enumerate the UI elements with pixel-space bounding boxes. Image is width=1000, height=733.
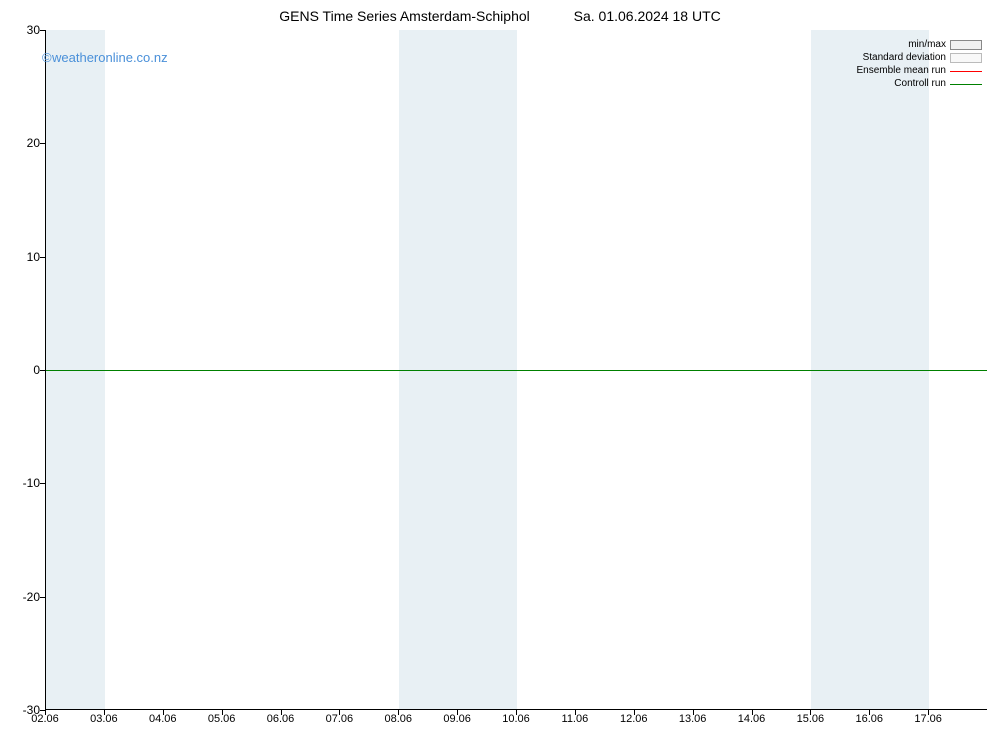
x-tick-mark (163, 710, 164, 715)
x-tick-mark (693, 710, 694, 715)
y-tick-mark (40, 143, 45, 144)
legend-label: min/max (908, 39, 946, 50)
x-tick-mark (222, 710, 223, 715)
legend-item: Controll run (857, 77, 983, 90)
x-tick-mark (457, 710, 458, 715)
x-tick-mark (516, 710, 517, 715)
chart-title-row: GENS Time Series Amsterdam-Schiphol Sa. … (0, 8, 1000, 24)
x-tick-mark (810, 710, 811, 715)
y-tick-mark (40, 370, 45, 371)
x-tick-mark (45, 710, 46, 715)
y-tick-label: -10 (23, 476, 40, 490)
x-tick-mark (104, 710, 105, 715)
y-tick-mark (40, 257, 45, 258)
legend-item: min/max (857, 38, 983, 51)
legend-item: Standard deviation (857, 51, 983, 64)
series-line (46, 370, 987, 371)
y-tick-label: 20 (27, 136, 40, 150)
plot-area (45, 30, 987, 710)
legend-label: Controll run (894, 78, 946, 89)
x-tick-mark (869, 710, 870, 715)
legend-sample (950, 66, 982, 76)
x-tick-mark (634, 710, 635, 715)
x-tick-mark (281, 710, 282, 715)
x-tick-mark (575, 710, 576, 715)
x-tick-mark (928, 710, 929, 715)
legend-sample (950, 79, 982, 89)
chart-title-right: Sa. 01.06.2024 18 UTC (574, 8, 721, 24)
legend-sample (950, 53, 982, 63)
y-tick-label: 0 (33, 363, 40, 377)
chart-container: GENS Time Series Amsterdam-Schiphol Sa. … (0, 0, 1000, 733)
legend-label: Standard deviation (863, 52, 946, 63)
y-tick-mark (40, 483, 45, 484)
y-tick-label: 10 (27, 250, 40, 264)
x-tick-mark (752, 710, 753, 715)
legend-item: Ensemble mean run (857, 64, 983, 77)
watermark-text: weatheronline.co.nz (52, 50, 168, 65)
y-tick-mark (40, 30, 45, 31)
y-tick-mark (40, 597, 45, 598)
legend-sample (950, 40, 982, 50)
legend-label: Ensemble mean run (857, 65, 947, 76)
y-tick-label: -20 (23, 590, 40, 604)
x-tick-mark (398, 710, 399, 715)
chart-title-left: GENS Time Series Amsterdam-Schiphol (279, 8, 530, 24)
watermark-copyright-icon: © (42, 50, 52, 65)
x-tick-mark (339, 710, 340, 715)
y-tick-label: 30 (27, 23, 40, 37)
legend: min/max Standard deviation Ensemble mean r… (857, 38, 983, 90)
